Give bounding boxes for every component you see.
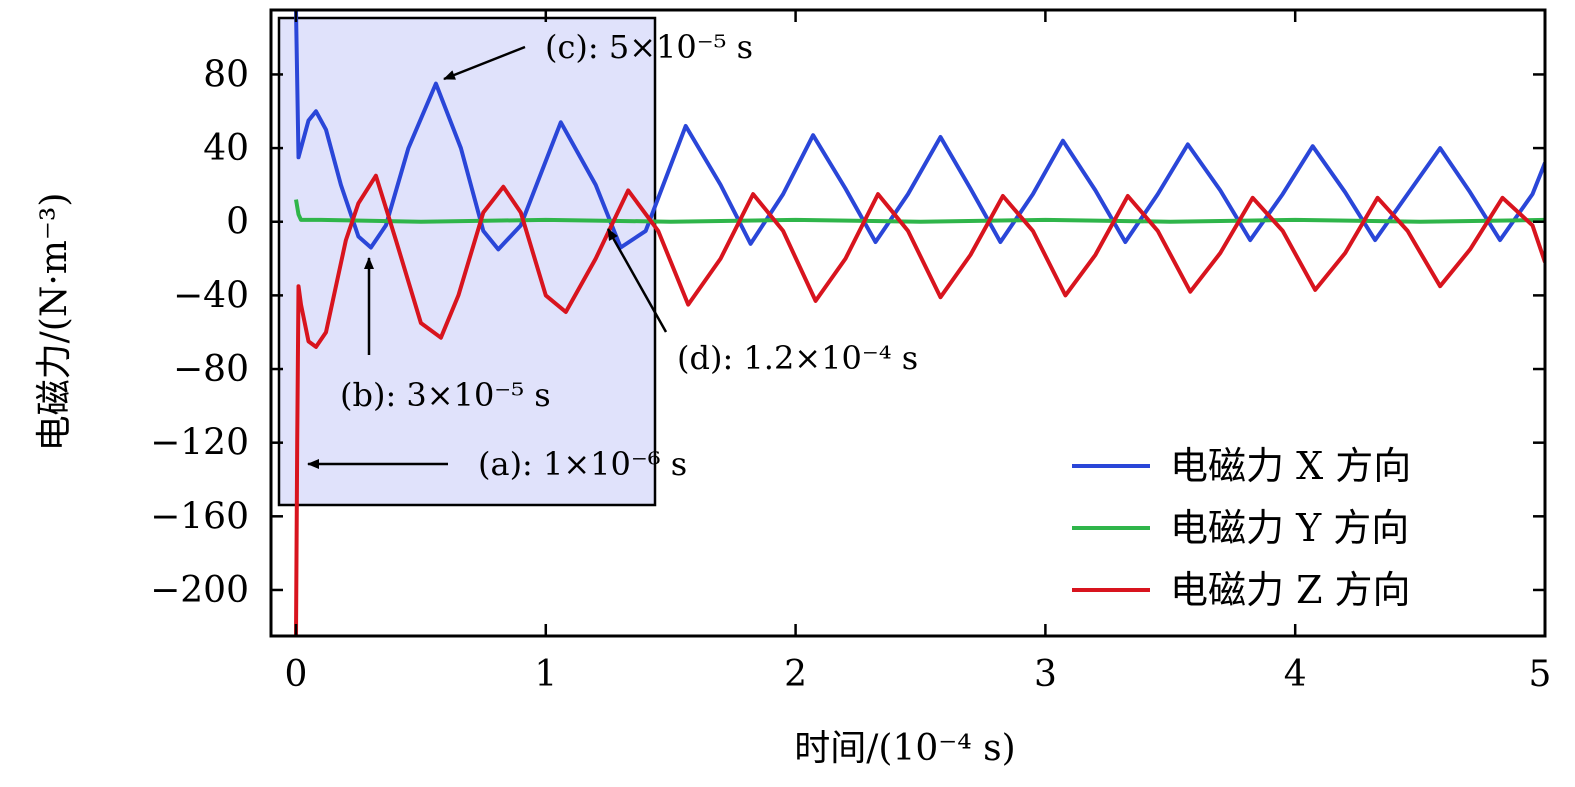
y-axis: 80 40 0 −40 −80 −120 −160 −200	[150, 54, 1545, 611]
y-tick-label: −40	[173, 275, 249, 316]
x-axis: 0 1 2 3 4 5	[285, 10, 1552, 695]
y-tick-label: 40	[203, 128, 249, 169]
x-axis-title: 时间/(10⁻⁴ s)	[794, 728, 1015, 769]
annotation-a-label: (a): 1×10⁻⁶ s	[478, 445, 687, 483]
y-tick-label: 0	[226, 202, 249, 243]
x-tick-label: 4	[1284, 654, 1307, 695]
annotation-d-label: (d): 1.2×10⁻⁴ s	[677, 339, 918, 377]
annotation-b: (b): 3×10⁻⁵ s	[340, 257, 551, 414]
y-tick-label: −200	[150, 570, 249, 611]
y-tick-label: −160	[150, 496, 249, 537]
plot-frame	[269, 8, 1547, 638]
y-tick-label: −80	[173, 349, 249, 390]
annotation-a: (a): 1×10⁻⁶ s	[307, 445, 687, 483]
y-tick-label: 80	[203, 54, 249, 95]
y-tick-label: −120	[150, 423, 249, 464]
series-line-2	[294, 173, 1545, 636]
series-line-0	[294, 10, 1545, 252]
x-tick-label: 3	[1034, 654, 1057, 695]
x-tick-label: 1	[534, 654, 557, 695]
annotation-b-label: (b): 3×10⁻⁵ s	[340, 376, 551, 414]
legend: 电磁力 X 方向 电磁力 Y 方向 电磁力 Z 方向	[1072, 444, 1411, 612]
legend-label-x: 电磁力 X 方向	[1170, 444, 1411, 488]
legend-label-z: 电磁力 Z 方向	[1170, 568, 1411, 612]
y-axis-title: 电磁力/(N·m⁻³)	[34, 193, 75, 452]
annotation-c: (c): 5×10⁻⁵ s	[443, 28, 753, 81]
legend-label-y: 电磁力 Y 方向	[1170, 506, 1409, 550]
x-tick-label: 0	[285, 654, 308, 695]
x-tick-label: 5	[1529, 654, 1552, 695]
annotation-c-label: (c): 5×10⁻⁵ s	[545, 28, 753, 66]
x-tick-label: 2	[784, 654, 807, 695]
series-group	[294, 10, 1545, 636]
annotation-d: (d): 1.2×10⁻⁴ s	[606, 228, 918, 377]
